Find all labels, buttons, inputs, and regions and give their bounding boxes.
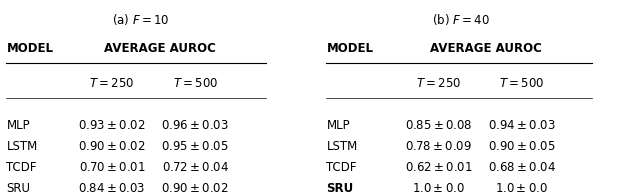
Text: $0.68 \pm 0.04$: $0.68 \pm 0.04$ [488, 161, 556, 174]
Text: AVERAGE AUROC: AVERAGE AUROC [104, 42, 216, 55]
Text: AVERAGE AUROC: AVERAGE AUROC [431, 42, 542, 55]
Text: MODEL: MODEL [6, 42, 53, 55]
Text: (b) $F = 40$: (b) $F = 40$ [432, 12, 490, 26]
Text: SRU: SRU [6, 182, 31, 192]
Text: (a) $F = 10$: (a) $F = 10$ [112, 12, 170, 26]
Text: LSTM: LSTM [6, 140, 38, 153]
Text: MLP: MLP [326, 119, 350, 132]
Text: SRU: SRU [326, 182, 354, 192]
Text: $0.78 \pm 0.09$: $0.78 \pm 0.09$ [405, 140, 472, 153]
Text: $0.95 \pm 0.05$: $0.95 \pm 0.05$ [161, 140, 229, 153]
Text: $0.72 \pm 0.04$: $0.72 \pm 0.04$ [161, 161, 229, 174]
Text: TCDF: TCDF [6, 161, 37, 174]
Text: $0.94 \pm 0.03$: $0.94 \pm 0.03$ [488, 119, 556, 132]
Text: $0.90 \pm 0.02$: $0.90 \pm 0.02$ [78, 140, 146, 153]
Text: $T = 250$: $T = 250$ [90, 77, 134, 90]
Text: $T = 500$: $T = 500$ [173, 77, 218, 90]
Text: $0.84 \pm 0.03$: $0.84 \pm 0.03$ [78, 182, 146, 192]
Text: $0.70 \pm 0.01$: $0.70 \pm 0.01$ [79, 161, 145, 174]
Text: $0.96 \pm 0.03$: $0.96 \pm 0.03$ [161, 119, 229, 132]
Text: $0.85 \pm 0.08$: $0.85 \pm 0.08$ [404, 119, 472, 132]
Text: $0.93 \pm 0.02$: $0.93 \pm 0.02$ [78, 119, 146, 132]
Text: LSTM: LSTM [326, 140, 358, 153]
Text: $0.90 \pm 0.02$: $0.90 \pm 0.02$ [161, 182, 229, 192]
Text: $0.62 \pm 0.01$: $0.62 \pm 0.01$ [404, 161, 472, 174]
Text: TCDF: TCDF [326, 161, 357, 174]
Text: MLP: MLP [6, 119, 30, 132]
Text: MODEL: MODEL [326, 42, 373, 55]
Text: $0.90 \pm 0.05$: $0.90 \pm 0.05$ [488, 140, 556, 153]
Text: $1.0 \pm 0.0$: $1.0 \pm 0.0$ [412, 182, 465, 192]
Text: $T = 250$: $T = 250$ [416, 77, 461, 90]
Text: $T = 500$: $T = 500$ [499, 77, 544, 90]
Text: $1.0 \pm 0.0$: $1.0 \pm 0.0$ [495, 182, 548, 192]
